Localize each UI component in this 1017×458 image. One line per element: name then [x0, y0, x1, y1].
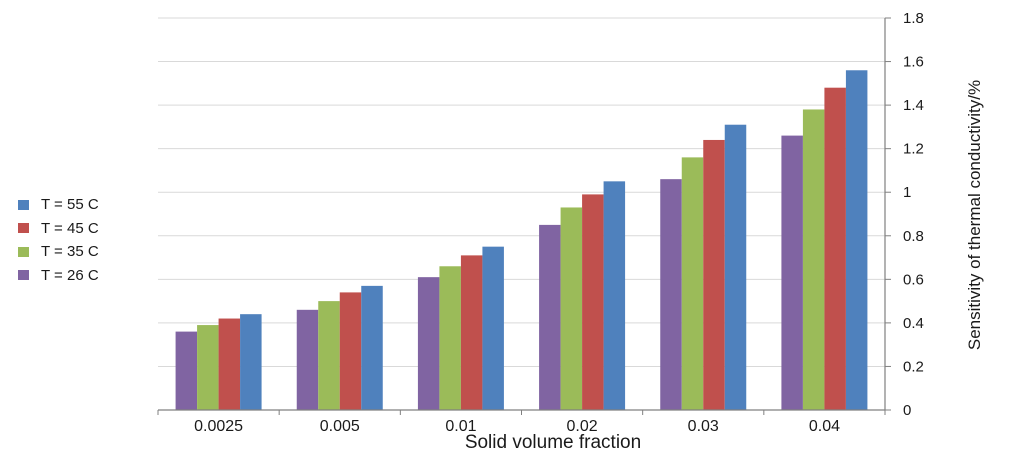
legend-swatch	[18, 199, 29, 210]
bar	[339, 292, 362, 410]
bar	[240, 314, 262, 410]
y-tick-label: 1.4	[903, 97, 924, 114]
y-tick-label: 0.2	[903, 358, 924, 375]
bar	[175, 331, 198, 410]
bar	[439, 266, 461, 410]
bar	[460, 255, 483, 410]
y-tick-label: 1.2	[903, 141, 924, 158]
x-tick-label: 0.005	[320, 418, 360, 435]
bar	[361, 285, 383, 410]
x-tick-label: 0.02	[567, 418, 598, 435]
x-tick-labels: 0.0025 0.005 0.01 0.02 0.03 0.04	[194, 418, 840, 435]
bar	[824, 87, 846, 410]
legend-label: T = 35 C	[41, 243, 99, 261]
x-tick-label: 0.0025	[194, 418, 243, 435]
y-tick-labels: 0 0.2 0.4 0.6 0.8 1 1.2 1.4 1.6 1.8	[903, 10, 924, 419]
legend-item: T = 26 C	[18, 264, 99, 288]
bar	[802, 109, 825, 410]
x-tick-label: 0.04	[809, 418, 840, 435]
x-tick-label: 0.03	[688, 418, 719, 435]
bar	[482, 246, 504, 410]
legend-label: T = 55 C	[41, 196, 99, 214]
bar	[560, 207, 583, 410]
bar	[603, 181, 626, 410]
bar	[582, 194, 604, 410]
bar	[318, 301, 340, 410]
legend-item: T = 35 C	[18, 240, 99, 264]
x-axis-label: Solid volume fraction	[464, 432, 642, 453]
bar	[703, 139, 725, 410]
legend-swatch	[18, 270, 29, 281]
legend: T = 55 C T = 45 C T = 35 C T = 26 C	[18, 193, 99, 287]
legend-label: T = 26 C	[41, 266, 99, 284]
bar	[417, 277, 440, 410]
bar	[845, 70, 868, 411]
axes	[157, 17, 891, 415]
y-tick-label: 0	[903, 402, 911, 419]
legend-label: T = 45 C	[41, 219, 99, 237]
y-tick-label: 1.6	[903, 54, 924, 71]
y-tick-label: 1	[903, 184, 911, 201]
legend-swatch	[18, 246, 29, 257]
gridlines	[158, 17, 885, 367]
y-tick-label: 1.8	[903, 10, 924, 27]
legend-item: T = 45 C	[18, 217, 99, 241]
bar	[197, 325, 219, 410]
y-tick-label: 0.6	[903, 271, 924, 288]
y-tick-label: 0.8	[903, 228, 924, 245]
legend-item: T = 55 C	[18, 193, 99, 217]
bar	[539, 224, 561, 410]
bar	[681, 157, 704, 410]
bar	[781, 135, 803, 410]
legend-swatch	[18, 223, 29, 234]
y-tick-label: 0.4	[903, 315, 924, 332]
bar	[660, 179, 682, 410]
bar	[724, 124, 747, 410]
bars	[175, 70, 868, 411]
bar	[296, 309, 319, 410]
y-axis-label: Sensitivity of thermal conductivity/%	[965, 79, 984, 351]
bar	[218, 318, 241, 410]
x-tick-label: 0.01	[445, 418, 476, 435]
